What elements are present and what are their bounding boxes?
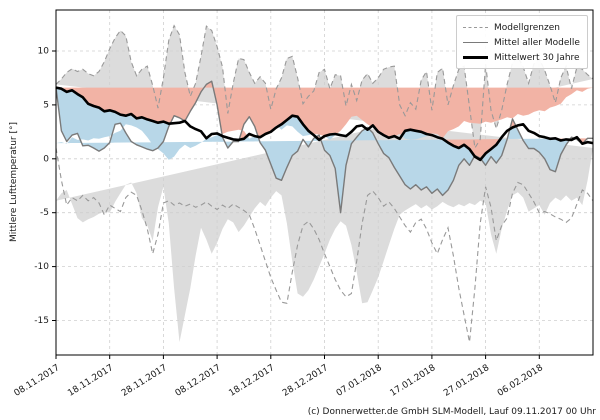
x-tick-label: 17.01.2018: [388, 363, 437, 399]
legend: Modellgrenzen Mittel aller Modelle Mitte…: [456, 15, 588, 69]
dashed-line-icon: [463, 27, 488, 28]
y-axis: 10 5 0 -5 -10 -15: [34, 47, 56, 326]
x-tick-label: 18.11.2017: [66, 363, 115, 399]
x-tick-label: 07.01.2018: [335, 363, 384, 399]
model-upper-bound-line: [55, 24, 594, 150]
x-tick-label: 06.02.2018: [496, 363, 545, 399]
y-tick-label: -5: [40, 208, 49, 218]
x-axis: 08.11.2017 18.11.2017 28.11.2017 08.12.2017…: [13, 355, 545, 399]
model-lower-bound-line: [55, 147, 594, 343]
x-tick-label: 08.12.2017: [174, 363, 223, 399]
x-tick-label: 27.01.2018: [442, 363, 491, 399]
model-mean-line: [55, 80, 593, 214]
x-tick-label: 18.12.2017: [227, 363, 276, 399]
gray-line-icon: [463, 42, 488, 43]
legend-item-modellgrenzen: Modellgrenzen: [463, 20, 581, 35]
y-tick-label: -15: [34, 316, 49, 326]
x-tick-label: 08.11.2017: [13, 363, 62, 399]
y-tick-label: 5: [43, 100, 49, 110]
legend-label: Mittel aller Modelle: [494, 37, 580, 48]
legend-label: Mittelwert 30 Jahre: [494, 52, 580, 63]
legend-label: Modellgrenzen: [494, 22, 560, 33]
y-tick-label: 0: [43, 154, 49, 164]
legend-item-mittel-aller-modelle: Mittel aller Modelle: [463, 35, 581, 50]
black-line-icon: [463, 56, 488, 59]
legend-item-mittelwert-30-jahre: Mittelwert 30 Jahre: [463, 50, 581, 65]
y-tick-label: 10: [38, 47, 50, 57]
copyright-note: (c) Donnerwetter.de GmbH SLM-Modell, Lau…: [307, 407, 596, 417]
x-tick-label: 28.12.2017: [281, 363, 330, 399]
x-tick-label: 28.11.2017: [120, 363, 169, 399]
y-tick-label: -10: [34, 262, 49, 272]
y-axis-label: Mittlere Lufttemperatur [°]: [9, 122, 19, 242]
climate-mean-line: [55, 86, 594, 162]
